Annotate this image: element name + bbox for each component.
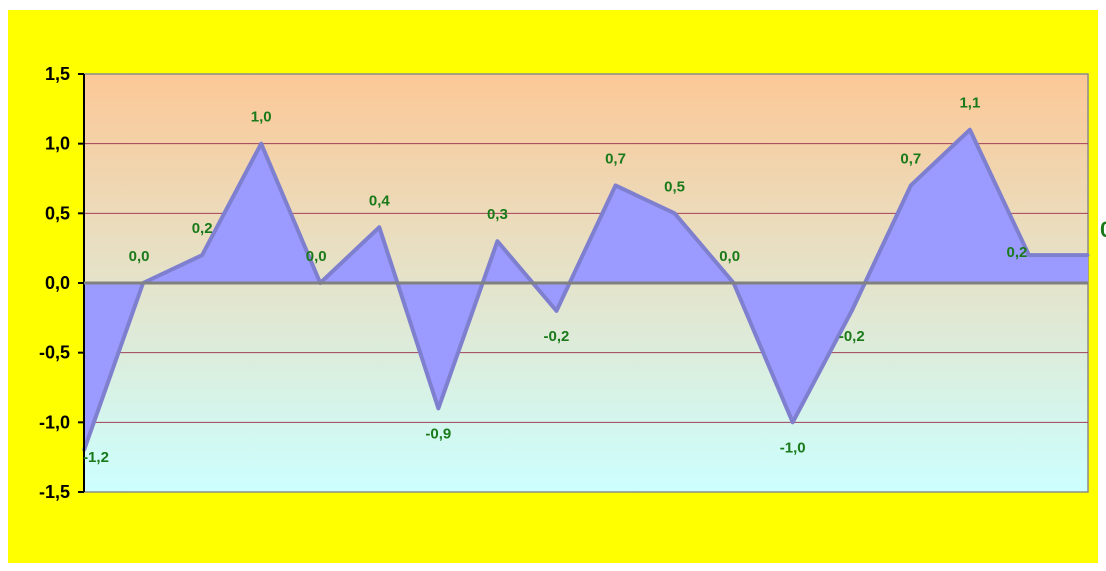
data-label: 0,0 bbox=[306, 248, 327, 265]
data-label: 0,2 bbox=[192, 220, 213, 237]
data-label: -1,2 bbox=[83, 449, 109, 466]
data-label: 1,1 bbox=[959, 95, 980, 112]
data-point bbox=[791, 420, 795, 424]
data-point bbox=[200, 253, 204, 257]
data-label: 0,2 bbox=[1007, 244, 1028, 261]
y-tick-label: -1,5 bbox=[39, 482, 70, 502]
data-point bbox=[614, 183, 618, 187]
data-label: 0,5 bbox=[664, 178, 685, 195]
axes bbox=[78, 73, 1088, 493]
y-tick-label: 0,0 bbox=[45, 273, 70, 293]
y-tick-label: 1,5 bbox=[45, 64, 70, 84]
data-point bbox=[495, 239, 499, 243]
y-tick-label: -1,0 bbox=[39, 412, 70, 432]
y-tick-labels: 1,5 1,0 0,5 0,0 -0,5 -1,0 -1,5 bbox=[39, 64, 70, 502]
data-label: 0,0 bbox=[129, 248, 150, 265]
y-tick-label: 0,5 bbox=[45, 203, 70, 223]
data-label: 1,0 bbox=[251, 109, 272, 126]
y-tick-label: 1,0 bbox=[45, 134, 70, 154]
data-label: 0,0 bbox=[719, 248, 740, 265]
area-outline bbox=[82, 127, 1088, 451]
data-point bbox=[1027, 253, 1031, 257]
data-point bbox=[554, 309, 558, 313]
data-point bbox=[259, 142, 263, 146]
data-labels: -1,2 0,0 0,2 1,0 0,0 0,4 -0,9 0,3 -0,2 0,7 0,5 0,0 -… bbox=[83, 95, 1106, 466]
data-point bbox=[673, 211, 677, 215]
data-label: 0,7 bbox=[605, 150, 626, 167]
data-point bbox=[436, 406, 440, 410]
data-label: 0,3 bbox=[487, 206, 508, 223]
data-point bbox=[909, 183, 913, 187]
data-label: 0,2 bbox=[1100, 217, 1106, 242]
data-point bbox=[968, 128, 972, 132]
data-label: 0,7 bbox=[900, 150, 921, 167]
data-label: -0,2 bbox=[544, 328, 570, 345]
data-label: -1,0 bbox=[780, 439, 806, 456]
data-label: -0,9 bbox=[425, 425, 451, 442]
data-point bbox=[1086, 253, 1090, 257]
data-label: 0,4 bbox=[369, 192, 391, 209]
data-point bbox=[377, 225, 381, 229]
data-label: -0,2 bbox=[839, 328, 865, 345]
data-point bbox=[850, 309, 854, 313]
y-tick-label: -0,5 bbox=[39, 343, 70, 363]
